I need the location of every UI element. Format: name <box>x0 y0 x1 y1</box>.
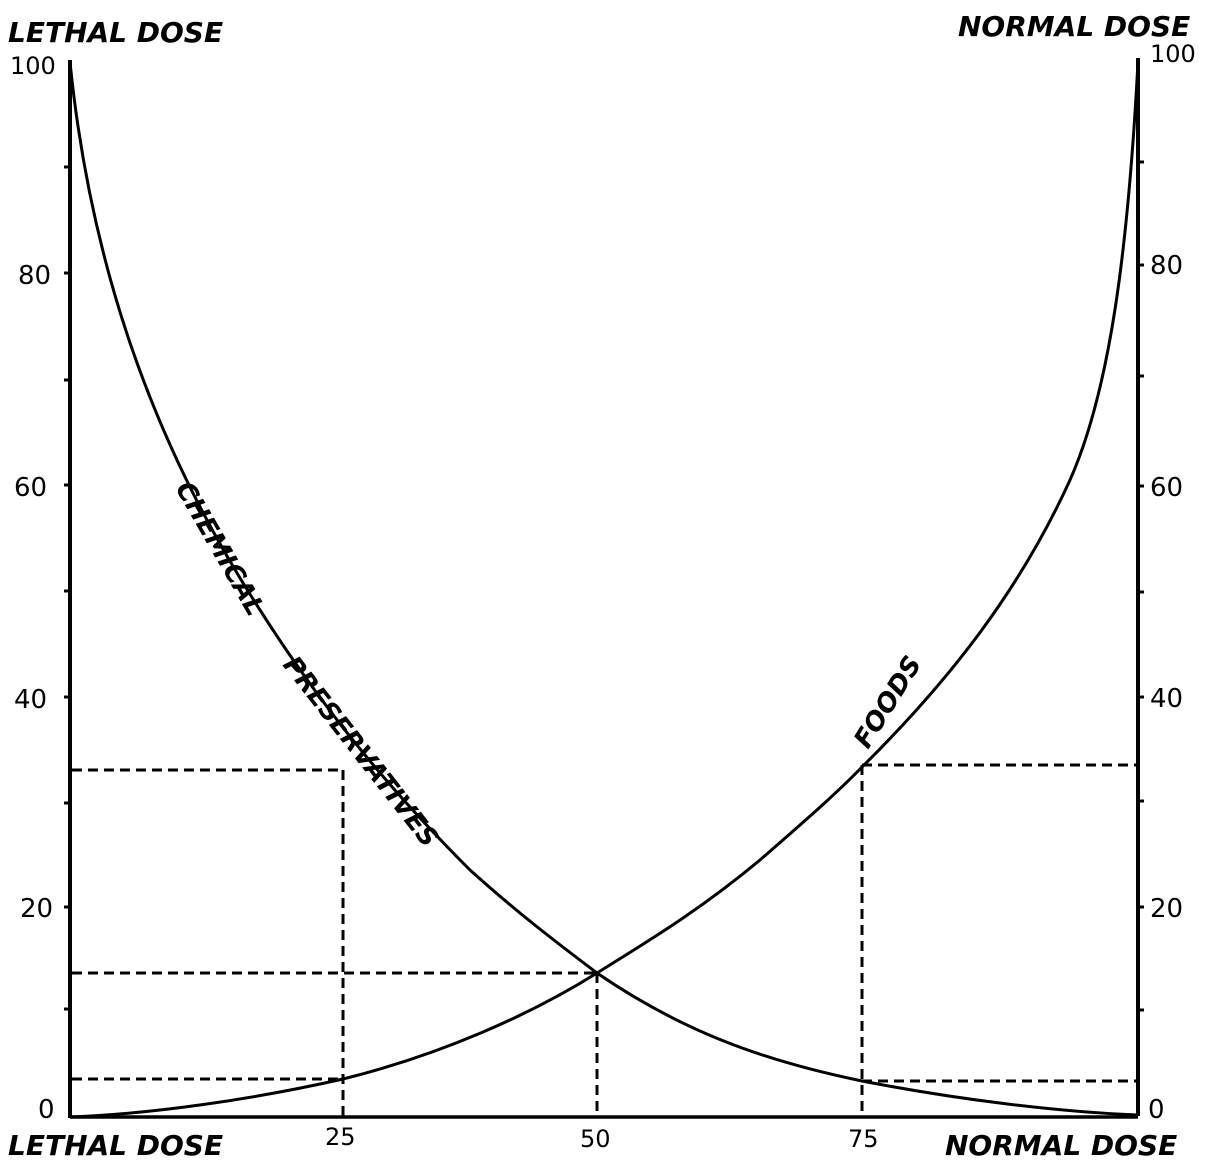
right-tick-20: 20 <box>1150 894 1183 924</box>
bottom-tick-labels: 25 50 75 <box>325 1123 879 1153</box>
left-tick-80: 80 <box>18 261 51 291</box>
left-tick-0: 0 <box>38 1095 55 1125</box>
left-axis-ticks <box>64 165 70 1011</box>
left-tick-60: 60 <box>14 473 47 503</box>
right-tick-labels: 100 80 60 40 20 0 <box>1148 40 1196 1125</box>
left-tick-40: 40 <box>14 685 47 715</box>
right-axis-ticks <box>1138 160 1144 1012</box>
curve-foods <box>69 61 1140 1119</box>
axes <box>64 58 1144 1119</box>
right-tick-40: 40 <box>1150 684 1183 714</box>
left-tick-20: 20 <box>20 894 53 924</box>
right-tick-100: 100 <box>1150 40 1196 68</box>
right-tick-80: 80 <box>1150 251 1183 281</box>
bottom-right-label: NORMAL DOSE <box>945 1129 1177 1162</box>
bottom-tick-25: 25 <box>325 1123 356 1151</box>
bottom-tick-50: 50 <box>580 1125 611 1153</box>
right-tick-60: 60 <box>1150 473 1183 503</box>
left-tick-100: 100 <box>10 52 56 80</box>
dashed-guides <box>72 763 1138 1117</box>
left-tick-labels: 100 80 60 40 20 0 <box>10 52 56 1125</box>
curve-label-chemical: CHEMICAL <box>169 477 270 622</box>
bottom-tick-75: 75 <box>848 1125 879 1153</box>
top-right-label: NORMAL DOSE <box>958 10 1190 43</box>
curve-label-preservatives: PRESERVATIVES <box>276 651 443 853</box>
bottom-left-label: LETHAL DOSE <box>8 1129 223 1162</box>
right-tick-0: 0 <box>1148 1095 1165 1125</box>
top-left-label: LETHAL DOSE <box>8 16 223 49</box>
curve-chemical-preservatives <box>68 61 1139 1117</box>
